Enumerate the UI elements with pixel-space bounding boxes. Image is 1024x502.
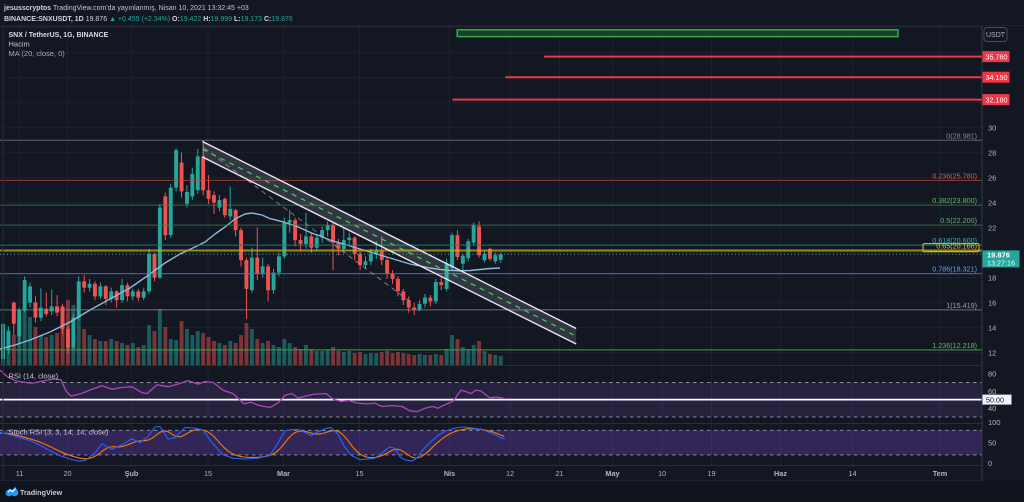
svg-text:11: 11	[16, 469, 24, 478]
svg-text:1(15.419): 1(15.419)	[946, 301, 977, 310]
svg-text:14: 14	[988, 323, 996, 332]
svg-text:0: 0	[988, 459, 992, 468]
svg-text:12: 12	[506, 469, 514, 478]
svg-text:19.876: 19.876	[987, 251, 1010, 260]
svg-text:Hacim: Hacim	[9, 40, 30, 49]
svg-text:15: 15	[355, 469, 363, 478]
svg-text:USDT: USDT	[986, 32, 1006, 39]
svg-text:Nis: Nis	[444, 469, 455, 478]
svg-text:Tem: Tem	[933, 469, 948, 478]
svg-text:13:27:16: 13:27:16	[987, 259, 1015, 268]
svg-text:30: 30	[988, 123, 996, 132]
svg-text:34.150: 34.150	[986, 73, 1008, 82]
svg-text:TradingView: TradingView	[20, 488, 63, 497]
svg-text:0(28.981): 0(28.981)	[946, 131, 977, 140]
svg-text:0.618(20.600): 0.618(20.600)	[932, 236, 977, 245]
svg-text:jesusscryptos TradingView.com': jesusscryptos TradingView.com'da yayınla…	[3, 5, 249, 12]
svg-text:Stoch RSI (3, 3, 14, 14, close: Stoch RSI (3, 3, 14, 14, close)	[9, 428, 110, 437]
svg-text:35.760: 35.760	[986, 52, 1008, 61]
svg-text:24: 24	[988, 198, 996, 207]
svg-text:20: 20	[63, 469, 71, 478]
svg-text:May: May	[605, 469, 620, 478]
svg-text:0.382(23.800): 0.382(23.800)	[932, 196, 977, 205]
svg-text:19: 19	[707, 469, 715, 478]
svg-text:12: 12	[988, 348, 996, 357]
svg-text:Mar: Mar	[277, 469, 290, 478]
svg-text:32.180: 32.180	[986, 95, 1008, 104]
svg-text:26: 26	[988, 173, 996, 182]
svg-text:0.786(18.321): 0.786(18.321)	[932, 265, 977, 274]
svg-text:18: 18	[988, 273, 996, 282]
svg-text:RSI (14, close): RSI (14, close)	[9, 372, 59, 381]
svg-text:Haz: Haz	[774, 469, 787, 478]
svg-text:16: 16	[988, 298, 996, 307]
svg-text:0.5(22.200): 0.5(22.200)	[940, 216, 977, 225]
svg-text:SNX / TetherUS, 1G, BINANCE: SNX / TetherUS, 1G, BINANCE	[9, 32, 109, 39]
svg-text:21: 21	[555, 469, 563, 478]
svg-text:80: 80	[988, 370, 996, 379]
svg-text:14: 14	[848, 469, 856, 478]
svg-text:MA (20, close, 0): MA (20, close, 0)	[9, 49, 66, 58]
svg-text:Şub: Şub	[125, 469, 139, 478]
svg-text:0.65(20.166): 0.65(20.166)	[936, 242, 977, 251]
svg-text:60: 60	[988, 387, 996, 396]
svg-text:1.236(12.218): 1.236(12.218)	[932, 341, 977, 350]
svg-text:100: 100	[988, 418, 1001, 427]
svg-text:10: 10	[658, 469, 666, 478]
svg-text:15: 15	[204, 469, 212, 478]
svg-text:22: 22	[988, 223, 996, 232]
svg-text:0.236(25.780): 0.236(25.780)	[932, 171, 977, 180]
svg-text:40: 40	[988, 404, 996, 413]
svg-text:28: 28	[988, 148, 996, 157]
svg-text:BINANCE:SNXUSDT, 1D 19.876 ▲ +: BINANCE:SNXUSDT, 1D 19.876 ▲ +0.455 (+2.…	[4, 16, 293, 23]
svg-text:50: 50	[988, 438, 996, 447]
svg-text:50.00: 50.00	[986, 395, 1004, 404]
